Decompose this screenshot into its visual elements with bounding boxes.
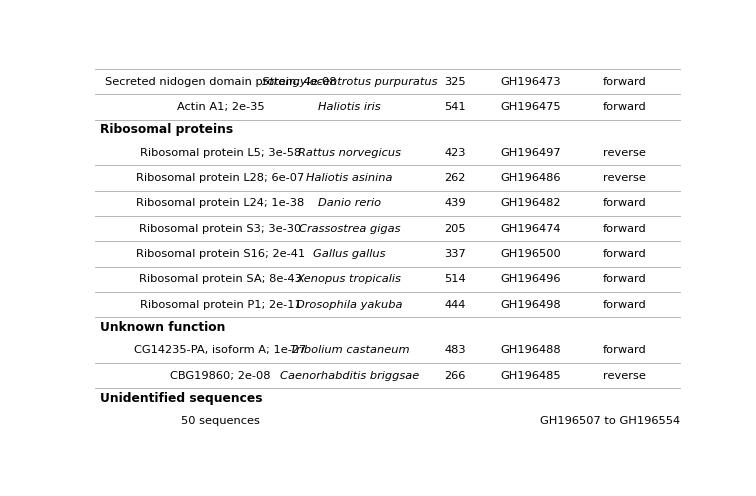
Text: Strongylocentrotus purpuratus: Strongylocentrotus purpuratus — [262, 77, 437, 87]
Text: forward: forward — [603, 77, 646, 87]
Text: GH196482: GH196482 — [500, 198, 561, 208]
Text: Secreted nidogen domain protein; 4e-08: Secreted nidogen domain protein; 4e-08 — [105, 77, 336, 87]
Text: 266: 266 — [444, 371, 466, 380]
Text: Danio rerio: Danio rerio — [318, 198, 381, 208]
Text: Crassostrea gigas: Crassostrea gigas — [299, 224, 400, 234]
Text: GH196507 to GH196554: GH196507 to GH196554 — [540, 416, 680, 426]
Text: 444: 444 — [444, 300, 466, 310]
Text: 50 sequences: 50 sequences — [181, 416, 260, 426]
Text: 439: 439 — [444, 198, 466, 208]
Text: 325: 325 — [444, 77, 466, 87]
Text: GH196497: GH196497 — [500, 148, 561, 158]
Text: Gallus gallus: Gallus gallus — [313, 249, 386, 259]
Text: Drosophila yakuba: Drosophila yakuba — [296, 300, 403, 310]
Text: Ribosomal protein SA; 8e-43: Ribosomal protein SA; 8e-43 — [139, 274, 302, 284]
Text: Ribosomal protein L24; 1e-38: Ribosomal protein L24; 1e-38 — [136, 198, 305, 208]
Text: 423: 423 — [444, 148, 466, 158]
Text: Actin A1; 2e-35: Actin A1; 2e-35 — [177, 102, 265, 112]
Text: GH196475: GH196475 — [500, 102, 561, 112]
Text: forward: forward — [603, 274, 646, 284]
Text: 205: 205 — [444, 224, 466, 234]
Text: forward: forward — [603, 224, 646, 234]
Text: 337: 337 — [444, 249, 466, 259]
Text: GH196496: GH196496 — [500, 274, 561, 284]
Text: GH196474: GH196474 — [500, 224, 561, 234]
Text: reverse: reverse — [603, 371, 646, 380]
Text: Caenorhabditis briggsae: Caenorhabditis briggsae — [280, 371, 419, 380]
Text: Rattus norvegicus: Rattus norvegicus — [298, 148, 401, 158]
Text: Ribosomal protein P1; 2e-11: Ribosomal protein P1; 2e-11 — [140, 300, 302, 310]
Text: Tribolium castaneum: Tribolium castaneum — [290, 345, 409, 355]
Text: Ribosomal protein L5; 3e-58: Ribosomal protein L5; 3e-58 — [140, 148, 301, 158]
Text: 514: 514 — [444, 274, 466, 284]
Text: 262: 262 — [444, 173, 466, 183]
Text: reverse: reverse — [603, 148, 646, 158]
Text: forward: forward — [603, 198, 646, 208]
Text: Haliotis asinina: Haliotis asinina — [306, 173, 392, 183]
Text: GH196485: GH196485 — [500, 371, 561, 380]
Text: 483: 483 — [444, 345, 466, 355]
Text: forward: forward — [603, 102, 646, 112]
Text: Haliotis iris: Haliotis iris — [318, 102, 381, 112]
Text: forward: forward — [603, 345, 646, 355]
Text: Unknown function: Unknown function — [101, 321, 226, 334]
Text: GH196486: GH196486 — [500, 173, 561, 183]
Text: Ribosomal protein L28; 6e-07: Ribosomal protein L28; 6e-07 — [136, 173, 305, 183]
Text: GH196473: GH196473 — [500, 77, 561, 87]
Text: CG14235-PA, isoform A; 1e-27: CG14235-PA, isoform A; 1e-27 — [135, 345, 307, 355]
Text: CBG19860; 2e-08: CBG19860; 2e-08 — [170, 371, 271, 380]
Text: GH196500: GH196500 — [500, 249, 562, 259]
Text: GH196488: GH196488 — [500, 345, 561, 355]
Text: Ribosomal protein S3; 3e-30: Ribosomal protein S3; 3e-30 — [139, 224, 302, 234]
Text: 541: 541 — [444, 102, 466, 112]
Text: Xenopus tropicalis: Xenopus tropicalis — [297, 274, 401, 284]
Text: forward: forward — [603, 300, 646, 310]
Text: GH196498: GH196498 — [500, 300, 561, 310]
Text: Unidentified sequences: Unidentified sequences — [101, 392, 263, 405]
Text: Ribosomal protein S16; 2e-41: Ribosomal protein S16; 2e-41 — [136, 249, 305, 259]
Text: reverse: reverse — [603, 173, 646, 183]
Text: Ribosomal proteins: Ribosomal proteins — [101, 124, 234, 136]
Text: forward: forward — [603, 249, 646, 259]
